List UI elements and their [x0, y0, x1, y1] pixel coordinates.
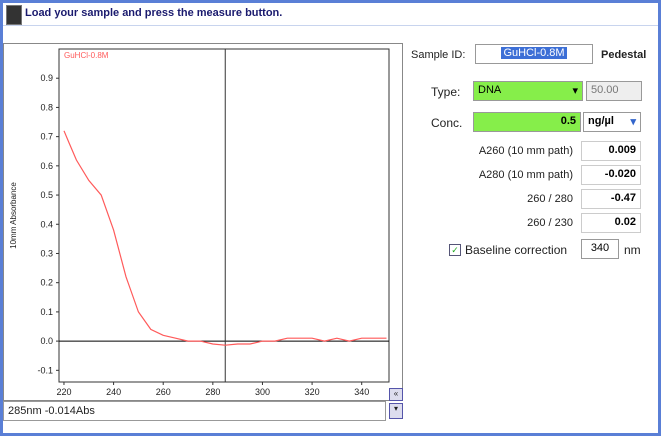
- sample-id-input[interactable]: GuHCl-0.8M: [475, 44, 593, 64]
- y-tick-label: 0.1: [40, 307, 53, 317]
- conc-unit: ng/µl: [588, 115, 614, 127]
- baseline-checkbox[interactable]: ✓: [449, 244, 461, 256]
- x-tick-label: 280: [205, 387, 220, 397]
- type-select[interactable]: DNA ▾: [473, 81, 583, 101]
- x-tick-label: 240: [106, 387, 121, 397]
- conc-label: Conc.: [431, 116, 463, 130]
- collapse-button[interactable]: «: [389, 388, 403, 401]
- result-value: 0.009: [581, 141, 641, 161]
- expand-button[interactable]: ▾: [389, 403, 403, 419]
- baseline-value[interactable]: 340: [581, 239, 619, 259]
- x-tick-label: 300: [255, 387, 270, 397]
- result-label: A260 (10 mm path): [478, 145, 573, 157]
- x-tick-label: 260: [156, 387, 171, 397]
- mode: Pedestal: [601, 49, 647, 61]
- series-name: GuHCl-0.8M: [64, 51, 109, 60]
- y-tick-label: 0.7: [40, 132, 53, 142]
- spectrum-plot: -0.1 0.0 0.1 0.2 0.3 0.4 0.5 0.6 0.7 0.8 0.9 220 240…: [9, 48, 390, 397]
- baseline-label: Baseline correction: [465, 243, 568, 257]
- result-label: 260 / 230: [527, 217, 573, 229]
- hourglass-icon: [6, 5, 22, 25]
- baseline-unit: nm: [624, 243, 641, 257]
- x-tick-label: 320: [305, 387, 320, 397]
- header-bar: [3, 3, 658, 26]
- y-axis-label: 10mm Absorbance: [9, 182, 18, 249]
- y-tick-label: 0.9: [40, 73, 53, 83]
- result-label: 260 / 280: [527, 193, 573, 205]
- spectrum-line: [63, 130, 387, 346]
- result-value: 0.02: [581, 213, 641, 233]
- x-tick-label: 340: [354, 387, 369, 397]
- y-tick-label: 0.2: [40, 278, 53, 288]
- sample-id-label: Sample ID:: [411, 49, 466, 61]
- y-tick-label: 0.3: [40, 248, 53, 258]
- conc: 0.5: [473, 112, 581, 132]
- x-tick-label: 220: [56, 387, 71, 397]
- result-value: -0.020: [581, 165, 641, 185]
- header-message: Load your sample and press the measure b…: [25, 7, 283, 19]
- y-tick-label: 0.4: [40, 219, 53, 229]
- y-tick-label: -0.1: [37, 365, 53, 375]
- y-tick-label: 0.5: [40, 190, 53, 200]
- type-label: Type:: [431, 85, 461, 99]
- y-tick-label: 0.6: [40, 161, 53, 171]
- conc-unit-select[interactable]: ng/µl ▾: [583, 112, 641, 132]
- sample-id: GuHCl-0.8M: [501, 47, 567, 59]
- y-tick-label: 0.8: [40, 102, 53, 112]
- plot-area: [58, 48, 390, 383]
- factor: 50.00: [586, 81, 642, 101]
- result-label: A280 (10 mm path): [478, 169, 573, 181]
- status-field: 285nm -0.014Abs: [3, 401, 386, 421]
- result-value: -0.47: [581, 189, 641, 209]
- type: DNA: [478, 84, 502, 96]
- y-tick-label: 0.0: [40, 336, 53, 346]
